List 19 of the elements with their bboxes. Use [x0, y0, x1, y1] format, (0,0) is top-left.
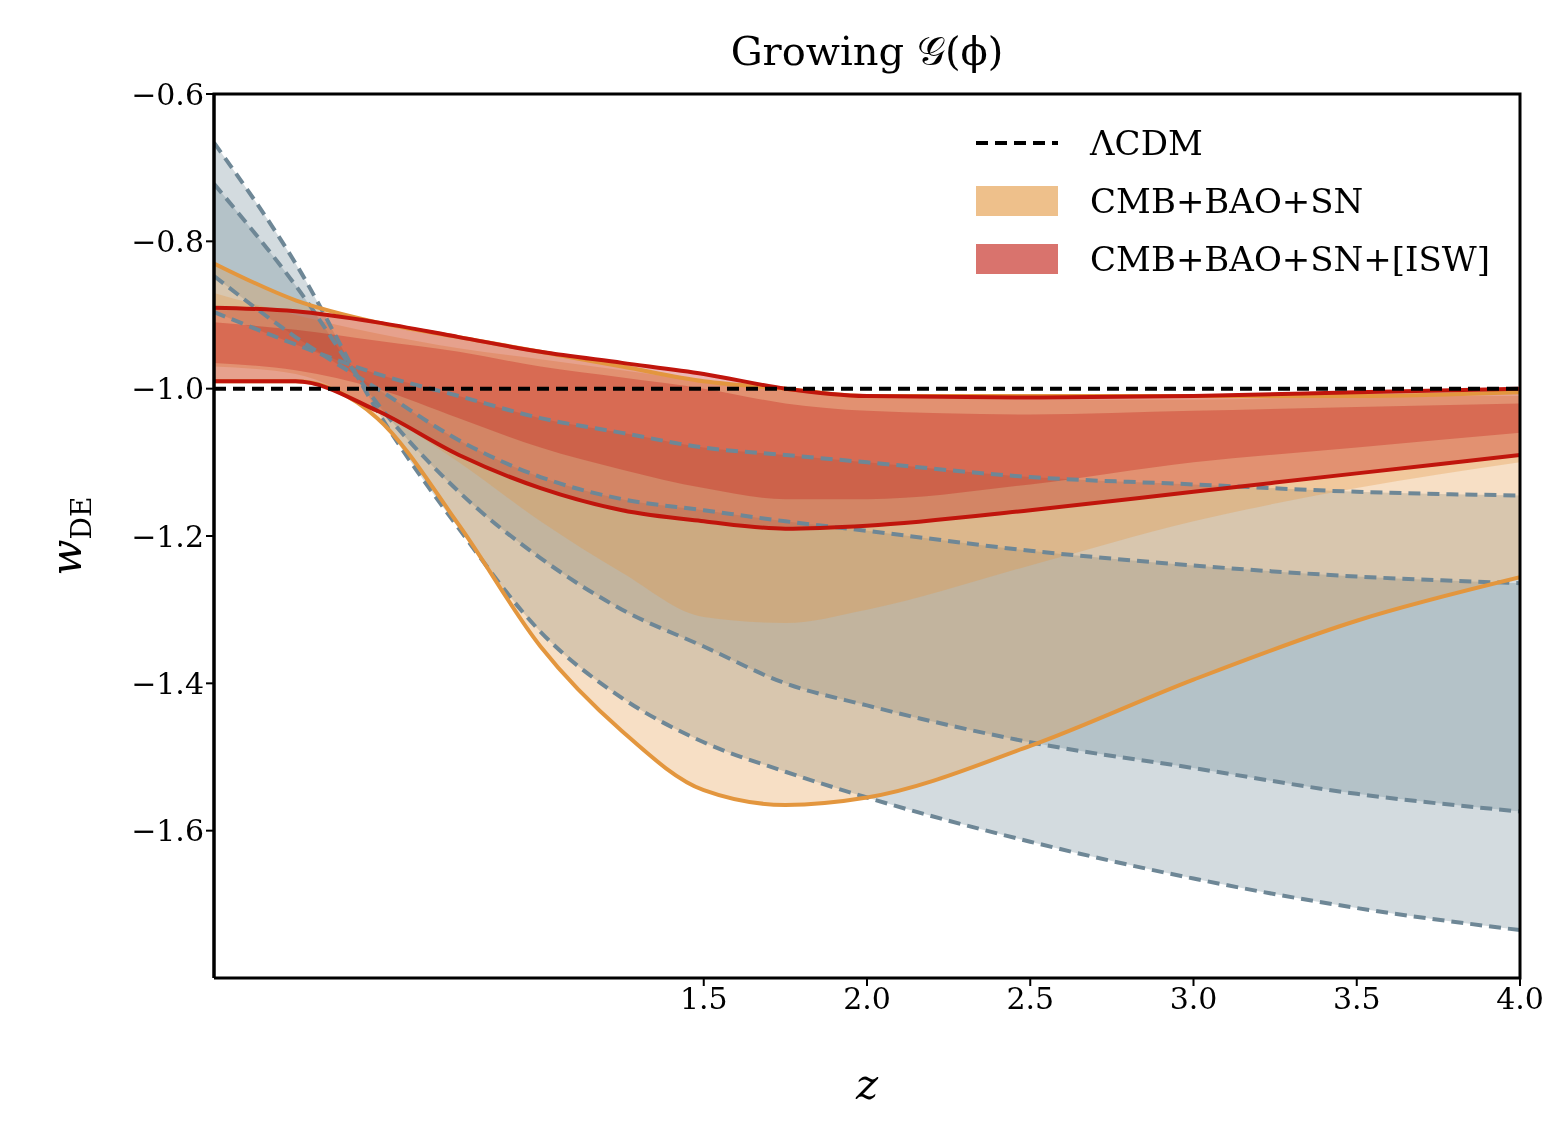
- legend-label: CMB+BAO+SN: [1090, 181, 1364, 221]
- y-tick-label: −1.2: [131, 518, 204, 554]
- legend-label: CMB+BAO+SN+[ISW]: [1090, 239, 1490, 279]
- x-tick-label: 2.0: [843, 981, 891, 1017]
- line-series: [214, 379, 1520, 531]
- x-tick-label: 3.0: [1169, 981, 1218, 1017]
- x-tick-label: 1.5: [679, 981, 728, 1017]
- x-tick-label: 4.0: [1496, 981, 1544, 1017]
- y-tick-label: −0.6: [131, 76, 204, 112]
- line-series: [214, 305, 1520, 400]
- y-tick-label: −1.0: [131, 371, 204, 407]
- x-tick-label: 3.5: [1332, 981, 1381, 1017]
- y-tick-label: −1.6: [131, 813, 204, 849]
- legend-label: ΛCDM: [1090, 123, 1203, 163]
- y-tick-label: −1.4: [131, 665, 204, 701]
- x-axis-title: z: [854, 1060, 880, 1109]
- chart-title: Growing 𝒢(ϕ): [729, 28, 1005, 75]
- y-tick-label: −0.8: [131, 223, 204, 259]
- x-tick-label: 2.5: [1006, 981, 1055, 1017]
